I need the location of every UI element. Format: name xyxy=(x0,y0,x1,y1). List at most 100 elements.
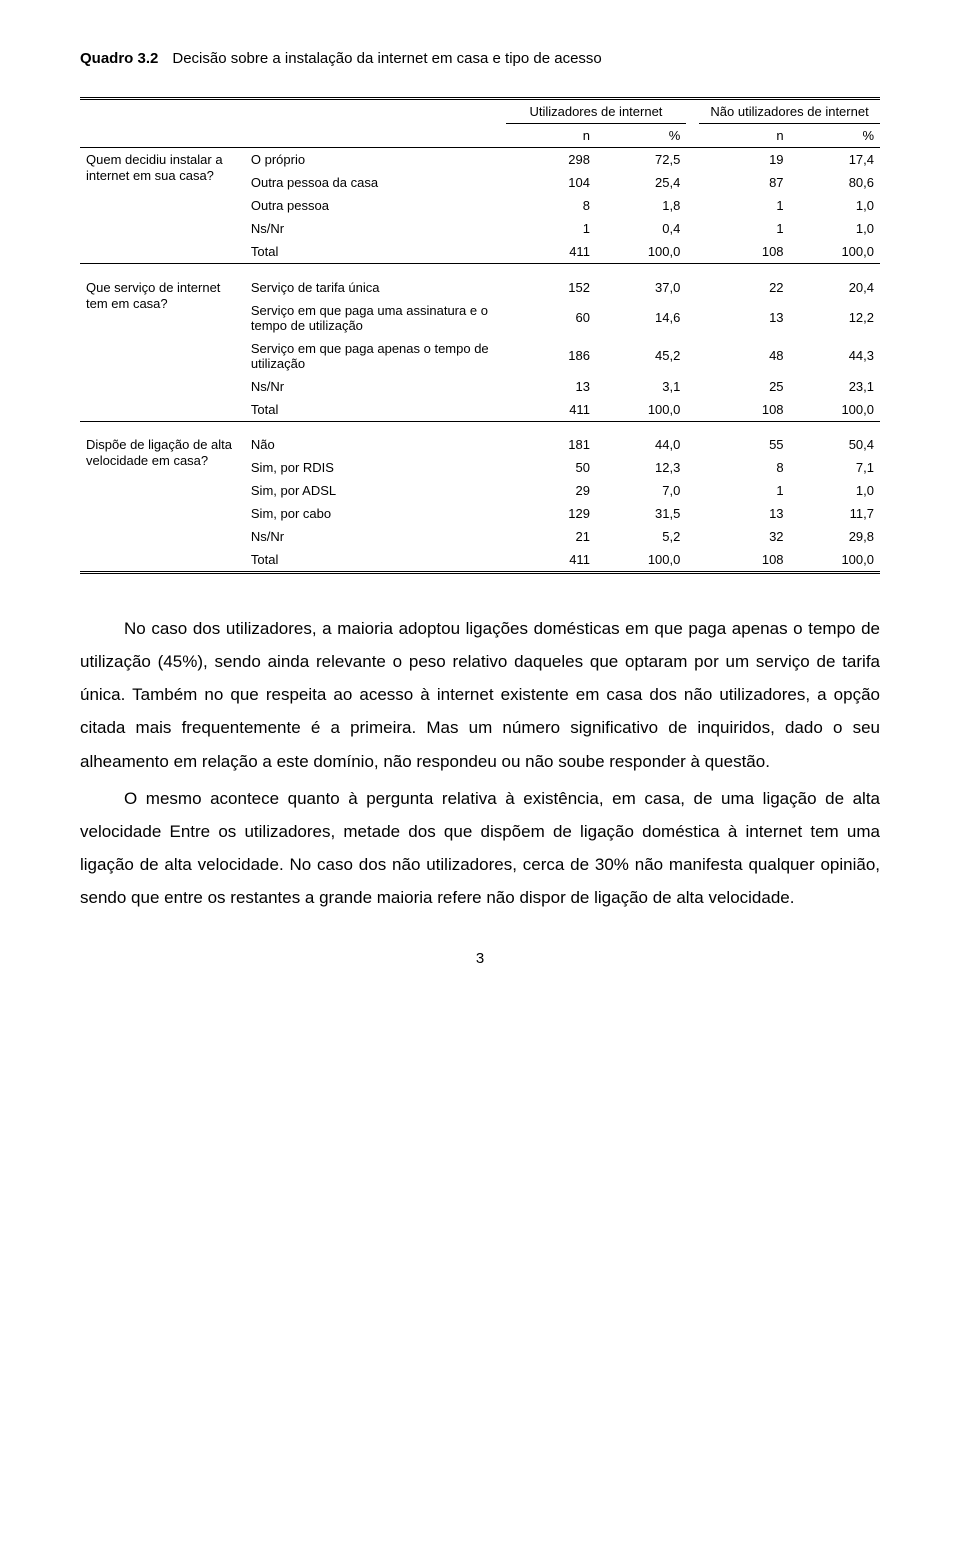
cell: 13 xyxy=(699,299,789,337)
cell: 13 xyxy=(699,502,789,525)
cell: 44,0 xyxy=(596,433,686,456)
row-label: Ns/Nr xyxy=(245,525,506,548)
paragraph: No caso dos utilizadores, a maioria adop… xyxy=(80,612,880,778)
cell: 100,0 xyxy=(790,548,880,573)
cell: 100,0 xyxy=(596,398,686,422)
row-label: O próprio xyxy=(245,148,506,172)
cell: 108 xyxy=(699,548,789,573)
cell: 25 xyxy=(699,375,789,398)
cell: 100,0 xyxy=(596,548,686,573)
cell: 21 xyxy=(506,525,596,548)
question-cell: Dispõe de ligação de alta velocidade em … xyxy=(80,433,245,573)
question-cell: Que serviço de internet tem em casa? xyxy=(80,276,245,422)
table-title: Quadro 3.2 Decisão sobre a instalação da… xyxy=(80,50,880,67)
cell: 186 xyxy=(506,337,596,375)
cell: 48 xyxy=(699,337,789,375)
cell: 7,0 xyxy=(596,479,686,502)
cell: 29,8 xyxy=(790,525,880,548)
cell: 25,4 xyxy=(596,171,686,194)
table-row: Quem decidiu instalar a internet em sua … xyxy=(80,148,880,172)
cell: 100,0 xyxy=(596,240,686,264)
cell: 31,5 xyxy=(596,502,686,525)
cell: 72,5 xyxy=(596,148,686,172)
col-header-pct: % xyxy=(790,124,880,148)
cell: 411 xyxy=(506,548,596,573)
cell: 32 xyxy=(699,525,789,548)
cell: 13 xyxy=(506,375,596,398)
cell: 29 xyxy=(506,479,596,502)
cell: 1,0 xyxy=(790,479,880,502)
row-label: Outra pessoa xyxy=(245,194,506,217)
cell: 20,4 xyxy=(790,276,880,299)
row-label: Sim, por RDIS xyxy=(245,456,506,479)
row-label: Total xyxy=(245,398,506,422)
cell: 44,3 xyxy=(790,337,880,375)
col-header-n: n xyxy=(506,124,596,148)
cell: 8 xyxy=(506,194,596,217)
cell: 55 xyxy=(699,433,789,456)
cell: 11,7 xyxy=(790,502,880,525)
title-text: Decisão sobre a instalação da internet e… xyxy=(172,50,601,67)
cell: 7,1 xyxy=(790,456,880,479)
col-group-users: Utilizadores de internet xyxy=(506,99,687,124)
cell: 50,4 xyxy=(790,433,880,456)
cell: 60 xyxy=(506,299,596,337)
row-label: Sim, por cabo xyxy=(245,502,506,525)
cell: 108 xyxy=(699,240,789,264)
page-number: 3 xyxy=(80,950,880,967)
row-label: Sim, por ADSL xyxy=(245,479,506,502)
row-label: Total xyxy=(245,548,506,573)
cell: 129 xyxy=(506,502,596,525)
cell: 181 xyxy=(506,433,596,456)
cell: 5,2 xyxy=(596,525,686,548)
cell: 8 xyxy=(699,456,789,479)
title-label: Quadro 3.2 xyxy=(80,50,158,67)
row-label: Outra pessoa da casa xyxy=(245,171,506,194)
col-header-n: n xyxy=(699,124,789,148)
cell: 100,0 xyxy=(790,398,880,422)
cell: 108 xyxy=(699,398,789,422)
cell: 411 xyxy=(506,398,596,422)
row-label: Total xyxy=(245,240,506,264)
row-label: Ns/Nr xyxy=(245,217,506,240)
cell: 411 xyxy=(506,240,596,264)
cell: 22 xyxy=(699,276,789,299)
cell: 45,2 xyxy=(596,337,686,375)
body-text: No caso dos utilizadores, a maioria adop… xyxy=(80,612,880,914)
cell: 14,6 xyxy=(596,299,686,337)
cell: 298 xyxy=(506,148,596,172)
cell: 17,4 xyxy=(790,148,880,172)
cell: 50 xyxy=(506,456,596,479)
cell: 12,3 xyxy=(596,456,686,479)
cell: 1,8 xyxy=(596,194,686,217)
cell: 23,1 xyxy=(790,375,880,398)
cell: 0,4 xyxy=(596,217,686,240)
cell: 87 xyxy=(699,171,789,194)
paragraph: O mesmo acontece quanto à pergunta relat… xyxy=(80,782,880,915)
col-header-pct: % xyxy=(596,124,686,148)
table-row: Dispõe de ligação de alta velocidade em … xyxy=(80,433,880,456)
cell: 1 xyxy=(699,217,789,240)
cell: 19 xyxy=(699,148,789,172)
row-label: Ns/Nr xyxy=(245,375,506,398)
question-cell: Quem decidiu instalar a internet em sua … xyxy=(80,148,245,264)
row-label: Serviço de tarifa única xyxy=(245,276,506,299)
cell: 12,2 xyxy=(790,299,880,337)
cell: 1,0 xyxy=(790,194,880,217)
cell: 80,6 xyxy=(790,171,880,194)
cell: 152 xyxy=(506,276,596,299)
cell: 1 xyxy=(699,194,789,217)
cell: 1 xyxy=(699,479,789,502)
row-label: Serviço em que paga uma assinatura e o t… xyxy=(245,299,506,337)
row-label: Serviço em que paga apenas o tempo de ut… xyxy=(245,337,506,375)
col-group-nonusers: Não utilizadores de internet xyxy=(699,99,880,124)
cell: 100,0 xyxy=(790,240,880,264)
table-row: Que serviço de internet tem em casa? Ser… xyxy=(80,276,880,299)
cell: 1,0 xyxy=(790,217,880,240)
cell: 104 xyxy=(506,171,596,194)
cell: 1 xyxy=(506,217,596,240)
data-table: Utilizadores de internet Não utilizadore… xyxy=(80,97,880,574)
row-label: Não xyxy=(245,433,506,456)
cell: 3,1 xyxy=(596,375,686,398)
cell: 37,0 xyxy=(596,276,686,299)
